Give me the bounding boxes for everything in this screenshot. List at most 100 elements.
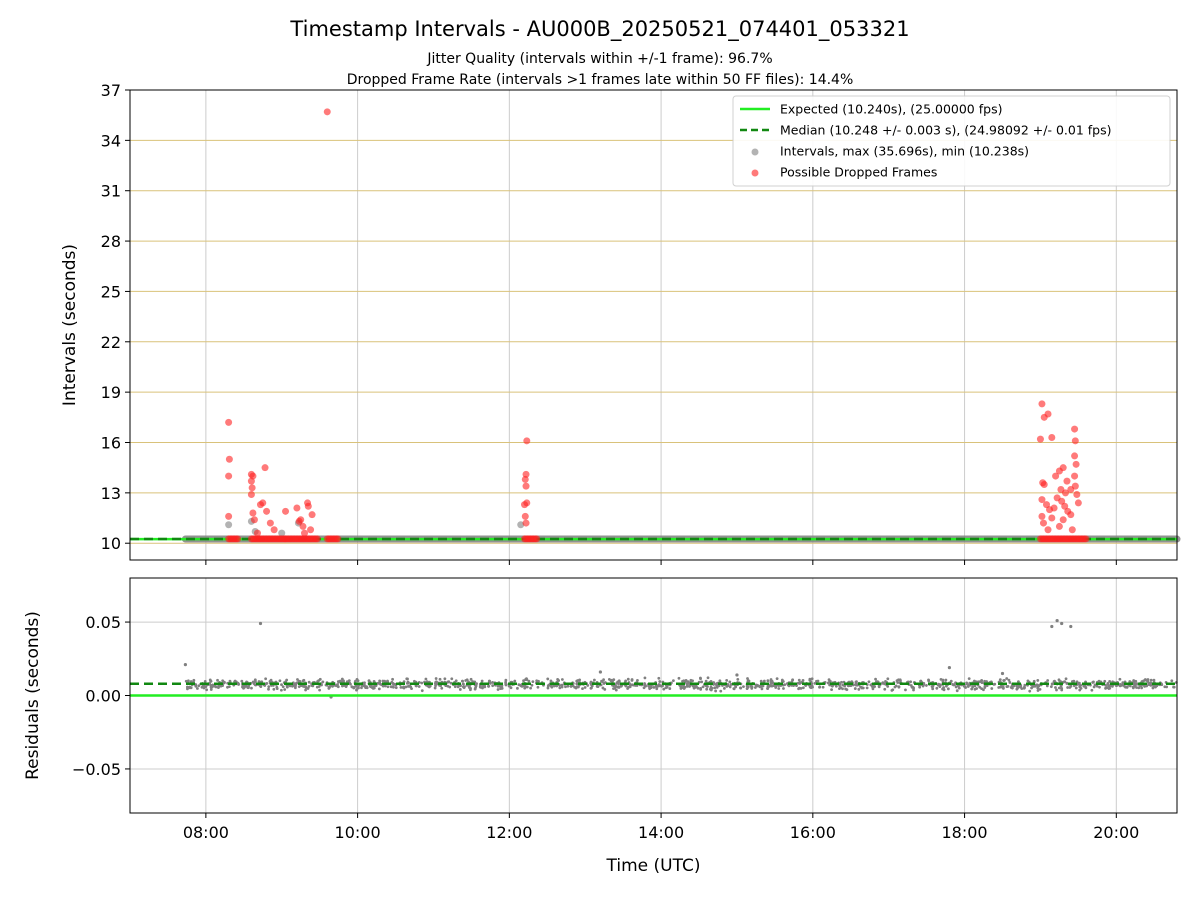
residual-point xyxy=(574,686,578,689)
residual-point xyxy=(783,683,787,687)
residual-point xyxy=(1005,677,1009,680)
residual-point xyxy=(904,688,907,692)
residual-point xyxy=(1090,688,1094,692)
residual-point xyxy=(481,686,484,690)
residual-point xyxy=(938,683,942,687)
residual-point xyxy=(558,686,562,690)
residual-point xyxy=(745,687,749,691)
residual-point xyxy=(1062,680,1066,684)
residual-point xyxy=(188,685,192,689)
legend-label: Possible Dropped Frames xyxy=(780,165,937,180)
residual-point xyxy=(1147,683,1151,686)
residual-point xyxy=(433,686,437,690)
residual-point xyxy=(855,683,859,687)
residual-point xyxy=(546,686,550,690)
residual-point xyxy=(453,685,457,689)
residual-point xyxy=(753,686,757,689)
dropped-frame-point xyxy=(1038,400,1046,408)
residual-point xyxy=(536,685,540,689)
residual-point xyxy=(714,689,718,693)
residual-point xyxy=(520,684,524,688)
residual-point xyxy=(770,679,774,683)
residual-outlier-point xyxy=(598,670,602,674)
residual-point xyxy=(402,680,406,684)
residual-point xyxy=(465,678,469,682)
residual-point xyxy=(600,679,603,683)
residual-point xyxy=(417,685,421,688)
y-tick-label: 19 xyxy=(101,383,121,402)
residual-point xyxy=(811,685,814,689)
residual-point xyxy=(1092,685,1096,689)
residual-point xyxy=(1118,684,1122,687)
residual-point xyxy=(280,688,283,692)
residual-point xyxy=(967,683,971,687)
residual-point xyxy=(684,678,688,682)
residual-point xyxy=(1057,678,1061,682)
residual-point xyxy=(998,678,1002,682)
residual-point xyxy=(973,684,977,688)
dropped-frame-point xyxy=(308,511,316,519)
legend-dropped-swatch xyxy=(751,169,759,177)
residual-point xyxy=(474,684,478,688)
residual-point xyxy=(241,685,244,689)
residual-point xyxy=(869,683,873,687)
residual-outlier-point xyxy=(947,665,951,670)
residual-point xyxy=(352,686,356,690)
residual-point xyxy=(766,679,770,683)
residuals-plot: 08:00 10:00 12:00 14:00 16:00 18:00 20:00 −0.05… xyxy=(23,577,1178,876)
dropped-frame-point xyxy=(301,529,308,537)
residual-point xyxy=(527,679,531,683)
dropped-frame-point xyxy=(249,509,257,517)
residual-point xyxy=(742,685,745,689)
y-tick-label: 10 xyxy=(101,534,121,553)
residual-point xyxy=(467,680,470,684)
residual-point xyxy=(704,679,708,683)
y-tick-label: 37 xyxy=(101,81,121,100)
residual-point xyxy=(1074,686,1078,690)
residual-point xyxy=(1125,685,1129,689)
dropped-frame-point xyxy=(234,535,242,543)
dropped-frame-point xyxy=(225,472,233,480)
residual-point xyxy=(405,681,409,685)
residual-point xyxy=(296,678,299,681)
residual-point xyxy=(821,685,825,689)
residual-point xyxy=(406,677,409,681)
y-tick-label: 28 xyxy=(101,232,121,251)
y-tick-label: 22 xyxy=(101,333,121,352)
residual-point xyxy=(911,685,915,689)
residual-point xyxy=(857,687,861,691)
residual-point xyxy=(769,683,772,687)
residual-point xyxy=(537,679,540,683)
residual-point xyxy=(681,679,684,683)
residual-point xyxy=(655,687,659,691)
dropped-frame-point xyxy=(1063,477,1071,485)
residual-point xyxy=(292,684,296,687)
residual-point xyxy=(630,678,634,682)
dropped-frame-point xyxy=(533,535,541,543)
residual-point xyxy=(491,681,494,684)
residual-point xyxy=(581,687,584,690)
residual-point xyxy=(513,679,517,683)
residual-point xyxy=(799,686,803,690)
residual-point xyxy=(1065,681,1069,685)
y-tick-label: 0.05 xyxy=(85,613,121,632)
residual-point xyxy=(463,685,466,689)
residual-point xyxy=(529,686,533,690)
residual-point xyxy=(1146,679,1150,683)
residual-point xyxy=(1036,685,1040,689)
residual-point xyxy=(302,678,306,682)
residual-point xyxy=(830,688,833,692)
residual-point xyxy=(909,684,913,687)
residual-point xyxy=(662,687,666,691)
residual-point xyxy=(556,679,560,682)
dropped-frame-point xyxy=(1073,491,1081,499)
residual-point xyxy=(855,680,858,684)
residual-outlier-point xyxy=(183,663,187,667)
residual-point xyxy=(774,686,778,689)
residual-point xyxy=(377,687,381,691)
residual-point xyxy=(301,684,305,688)
residual-point xyxy=(797,678,801,682)
interval-point xyxy=(225,521,233,529)
residual-point xyxy=(1139,684,1143,688)
residual-point xyxy=(725,678,729,682)
